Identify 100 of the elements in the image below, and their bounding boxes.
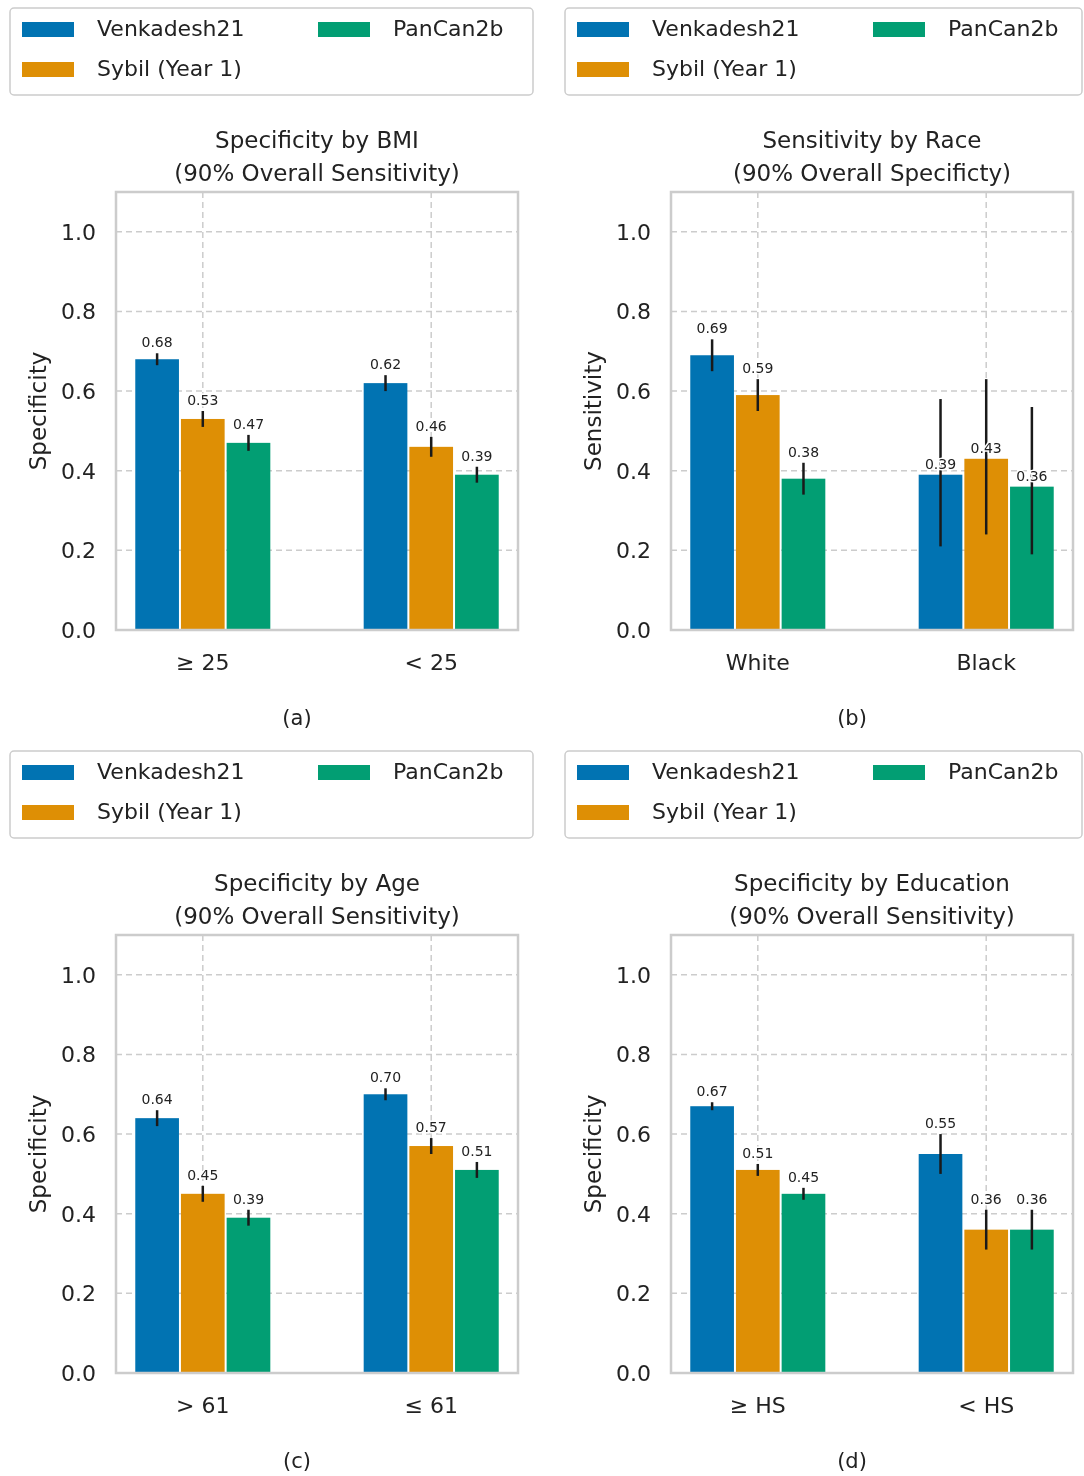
y-tick-label: 1.0 — [61, 962, 96, 988]
data-label: 0.47 — [232, 415, 265, 432]
x-tick-label: White — [725, 650, 790, 675]
x-tick-label: ≥ 25 — [176, 650, 230, 675]
legend-label: PanCan2b — [393, 759, 504, 784]
bar — [180, 418, 225, 630]
data-label: 0.53 — [187, 392, 219, 408]
y-tick-label: 0.8 — [616, 1042, 651, 1068]
data-label: 0.51 — [461, 1142, 493, 1159]
bar — [1010, 486, 1054, 630]
y-tick-label: 0.8 — [61, 1042, 96, 1068]
data-label: 0.70 — [369, 1069, 402, 1086]
data-label: 0.46 — [415, 417, 447, 434]
y-tick-label: 0.4 — [61, 1201, 96, 1227]
data-label: 0.69 — [696, 320, 728, 337]
y-tick-label: 0.6 — [61, 379, 96, 405]
bar — [690, 1106, 734, 1373]
bar — [226, 1217, 271, 1373]
bar — [735, 1169, 780, 1373]
data-label: 0.62 — [369, 356, 402, 373]
bar — [964, 458, 1009, 630]
data-label: 0.36 — [970, 1190, 1002, 1207]
y-tick-label: 0.6 — [61, 1122, 96, 1148]
y-axis-title: Sensitivity — [580, 351, 606, 471]
y-tick-label: 0.0 — [616, 618, 651, 643]
y-tick-label: 0.6 — [616, 379, 651, 405]
data-label: 0.57 — [415, 1119, 447, 1136]
y-tick-label: 0.2 — [61, 1281, 96, 1307]
bar — [363, 383, 408, 630]
x-tick-label: < HS — [958, 1393, 1015, 1418]
y-tick-label: 0.4 — [61, 458, 96, 484]
text: (b) — [837, 706, 867, 730]
y-axis-title: Specificity — [580, 1094, 606, 1214]
x-tick-label: ≤ 61 — [404, 1393, 458, 1418]
data-label: 0.39 — [232, 1190, 265, 1207]
y-tick-label: 0.0 — [61, 1361, 96, 1386]
bar — [180, 1193, 225, 1373]
bar — [918, 1154, 963, 1373]
bar — [135, 359, 179, 630]
legend-label: PanCan2b — [948, 16, 1059, 41]
bar — [409, 446, 454, 630]
legend-label: PanCan2b — [393, 16, 504, 41]
data-label: 0.59 — [742, 360, 774, 377]
chart-title: Specificity by Education (90% Overall Sensitivity) — [729, 870, 1015, 929]
chart-title: Specificity by BMI (90% Overall Sensitivity) — [174, 127, 460, 186]
bar — [455, 1169, 499, 1373]
y-tick-label: 0.0 — [616, 1361, 651, 1386]
legend-label: Sybil (Year 1) — [652, 56, 797, 81]
y-tick-label: 0.4 — [616, 1201, 651, 1227]
y-tick-label: 1.0 — [61, 219, 96, 245]
chart-title: Sensitivity by Race (90% Overall Specificty) — [732, 127, 1012, 186]
bar — [226, 442, 271, 630]
bar — [135, 1118, 179, 1373]
legend-label: Venkadesh21 — [97, 759, 245, 784]
y-tick-label: 0.0 — [61, 618, 96, 643]
legend-label: Sybil (Year 1) — [97, 56, 242, 81]
text: (d) — [837, 1449, 867, 1473]
text: (c) — [283, 1449, 311, 1473]
bar — [690, 355, 734, 630]
y-tick-label: 0.8 — [616, 299, 651, 325]
legend-label: Sybil (Year 1) — [97, 799, 242, 824]
bar — [409, 1146, 454, 1373]
data-label: 0.51 — [742, 1144, 774, 1161]
y-tick-label: 0.2 — [61, 538, 96, 564]
y-tick-label: 0.4 — [616, 458, 651, 484]
data-label: 0.39 — [461, 447, 493, 464]
data-label: 0.55 — [924, 1115, 957, 1132]
chart-title: Specificity by Age (90% Overall Sensitivity) — [174, 870, 460, 929]
y-tick-label: 1.0 — [616, 962, 651, 988]
bar — [781, 478, 826, 630]
data-label: 0.45 — [787, 1168, 820, 1185]
legend-label: Venkadesh21 — [652, 16, 800, 41]
y-tick-label: 0.2 — [616, 1281, 651, 1307]
x-tick-label: > 61 — [176, 1393, 230, 1418]
data-label: 0.64 — [141, 1091, 173, 1108]
y-axis-title: Specificity — [25, 1094, 51, 1214]
data-label: 0.36 — [1016, 1190, 1048, 1207]
x-tick-label: < 25 — [404, 650, 458, 675]
x-tick-label: Black — [956, 650, 1017, 675]
y-tick-label: 0.6 — [616, 1122, 651, 1148]
y-axis-title: Specificity — [25, 351, 51, 471]
bar — [781, 1193, 826, 1373]
x-tick-label: ≥ HS — [729, 1393, 786, 1418]
legend-label: PanCan2b — [948, 759, 1059, 784]
legend-label: Sybil (Year 1) — [652, 799, 797, 824]
y-tick-label: 1.0 — [616, 219, 651, 245]
bar — [1010, 1229, 1054, 1373]
bar — [363, 1094, 408, 1373]
data-label: 0.68 — [141, 334, 173, 351]
legend-label: Venkadesh21 — [97, 16, 245, 41]
legend-label: Venkadesh21 — [652, 759, 800, 784]
bar — [918, 474, 963, 630]
data-label: 0.38 — [787, 443, 820, 460]
bar — [455, 474, 499, 630]
text: (a) — [282, 706, 312, 730]
y-tick-label: 0.2 — [616, 538, 651, 564]
y-tick-label: 0.8 — [61, 299, 96, 325]
bar — [964, 1229, 1009, 1373]
data-label: 0.45 — [187, 1166, 219, 1183]
data-label: 0.67 — [696, 1083, 728, 1100]
